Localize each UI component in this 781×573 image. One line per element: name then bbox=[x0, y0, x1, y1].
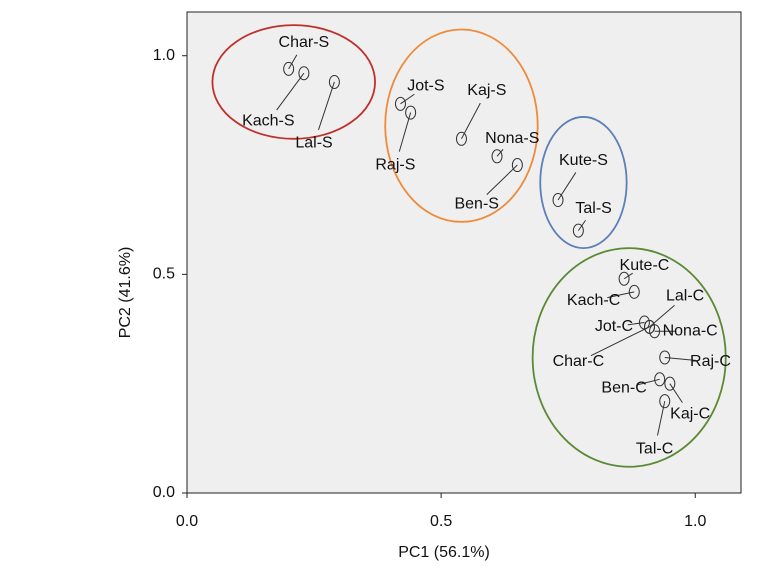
data-point-Nona-S bbox=[491, 149, 503, 164]
data-point-Kach-S bbox=[298, 66, 310, 81]
point-label-Char-C: Char-C bbox=[553, 353, 605, 370]
data-point-Char-C bbox=[644, 319, 656, 334]
leader-line-Char-C bbox=[590, 326, 650, 357]
data-point-Kute-S bbox=[552, 193, 564, 208]
axes: 0.0 0.5 1.0 0.0 0.5 1.0 bbox=[153, 47, 707, 530]
data-point-Kaj-C bbox=[664, 376, 676, 391]
y-tick-label: 1.0 bbox=[153, 47, 175, 64]
x-axis-title: PC1 (56.1%) bbox=[398, 544, 490, 561]
point-label-Kute-S: Kute-S bbox=[559, 152, 608, 169]
point-label-Raj-C: Raj-C bbox=[690, 353, 731, 370]
point-label-Kaj-C: Kaj-C bbox=[670, 406, 710, 423]
data-point-Char-S bbox=[283, 61, 295, 76]
data-point-Kach-C bbox=[628, 284, 640, 299]
point-label-Ben-S: Ben-S bbox=[454, 196, 498, 213]
data-point-Lal-S bbox=[328, 74, 340, 89]
leader-line-Jot-C bbox=[627, 321, 645, 326]
point-label-Kach-S: Kach-S bbox=[242, 113, 294, 130]
data-point-Raj-S bbox=[405, 105, 417, 120]
x-tick-label: 0.5 bbox=[430, 513, 452, 530]
data-point-Raj-C bbox=[659, 350, 671, 365]
cluster-ellipse-1 bbox=[211, 24, 376, 140]
point-label-Jot-C: Jot-C bbox=[595, 318, 633, 335]
data-point-Ben-C bbox=[654, 372, 666, 387]
plot-area bbox=[186, 11, 742, 494]
point-label-Kute-C: Kute-C bbox=[620, 257, 670, 274]
y-tick-label: 0.0 bbox=[153, 484, 175, 501]
leader-line-Nona-S bbox=[496, 149, 504, 157]
cluster-ellipse-2 bbox=[384, 28, 539, 223]
y-axis-title: PC2 (41.6%) bbox=[117, 247, 134, 339]
x-tick-label: 0.0 bbox=[176, 513, 198, 530]
data-point-Tal-C bbox=[659, 394, 671, 409]
leader-line-Jot-S bbox=[400, 93, 415, 105]
data-point-Jot-S bbox=[394, 96, 406, 111]
x-tick-label: 1.0 bbox=[684, 513, 706, 530]
leader-line-Char-S bbox=[288, 54, 298, 70]
leader-line-Tal-C bbox=[657, 401, 666, 436]
cluster-ellipse-4 bbox=[531, 247, 727, 468]
point-label-Ben-C: Ben-C bbox=[601, 379, 646, 396]
leader-line-Ben-C bbox=[637, 378, 660, 386]
data-point-Kute-C bbox=[618, 271, 630, 286]
leader-line-Ben-S bbox=[486, 164, 518, 196]
point-label-Tal-S: Tal-S bbox=[575, 200, 611, 217]
leader-line-Kaj-C bbox=[669, 383, 683, 403]
point-label-Tal-C: Tal-C bbox=[636, 440, 673, 457]
point-label-Kaj-S: Kaj-S bbox=[467, 82, 506, 99]
point-label-Lal-S: Lal-S bbox=[295, 134, 332, 151]
data-point-Kaj-S bbox=[455, 131, 467, 146]
y-tick-label: 0.5 bbox=[153, 266, 175, 283]
leader-line-Kaj-S bbox=[461, 102, 481, 140]
data-points bbox=[283, 61, 676, 409]
point-label-Lal-C: Lal-C bbox=[666, 287, 704, 304]
cluster-ellipse-3 bbox=[539, 116, 628, 250]
leader-line-Lal-S bbox=[318, 81, 335, 131]
point-label-Nona-C: Nona-C bbox=[663, 322, 718, 339]
point-label-Jot-S: Jot-S bbox=[407, 78, 444, 95]
point-label-Nona-S: Nona-S bbox=[485, 130, 539, 147]
cluster-ellipses bbox=[211, 24, 727, 468]
point-label-Kach-C: Kach-C bbox=[567, 292, 620, 309]
leader-line-Kach-S bbox=[276, 72, 305, 111]
data-point-Tal-S bbox=[572, 223, 584, 238]
point-label-Raj-S: Raj-S bbox=[375, 156, 415, 173]
data-point-Ben-S bbox=[511, 158, 523, 173]
point-label-Char-S: Char-S bbox=[279, 34, 330, 51]
